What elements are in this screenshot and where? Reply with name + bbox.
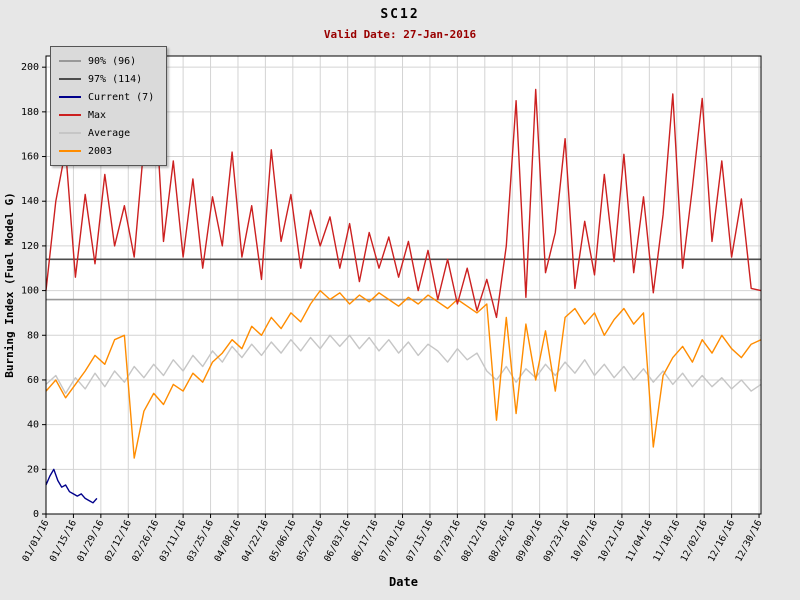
legend-line-swatch [59, 132, 81, 134]
legend-label: 97% (114) [88, 73, 143, 85]
x-tick-label: 07/01/16 [377, 518, 408, 564]
x-tick-label: 04/08/16 [212, 518, 243, 564]
x-tick-label: 01/15/16 [48, 518, 79, 564]
y-tick-label: 20 [27, 464, 39, 475]
x-tick-label: 04/22/16 [240, 518, 271, 564]
legend-label: Max [88, 109, 107, 121]
x-tick-label: 03/25/16 [185, 518, 216, 564]
x-tick-label: 02/26/16 [130, 518, 161, 564]
page-title: SC12 [380, 7, 420, 22]
legend-item-2003: 2003 [59, 142, 154, 160]
x-tick-label: 03/11/16 [158, 518, 189, 564]
legend-line-swatch [59, 60, 81, 62]
y-tick-label: 60 [27, 375, 39, 386]
series-max [45, 70, 762, 319]
y-tick-label: 40 [27, 420, 39, 431]
y-tick-label: 0 [33, 509, 39, 520]
x-tick-label: 09/09/16 [514, 518, 545, 564]
x-tick-label: 07/15/16 [404, 518, 435, 564]
legend-item-average: Average [59, 124, 154, 142]
y-tick-label: 100 [21, 286, 39, 297]
legend-item-max: Max [59, 106, 154, 124]
legend-label: Average [88, 127, 131, 139]
x-tick-label: 12/16/16 [706, 518, 737, 564]
x-tick-label: 12/02/16 [679, 518, 710, 564]
y-axis-label: Burning Index (Fuel Model G) [3, 192, 16, 377]
legend-item-90-96-: 90% (96) [59, 52, 154, 70]
x-tick-label: 11/18/16 [651, 518, 682, 564]
x-tick-label: 05/20/16 [295, 518, 326, 564]
chart-legend: 90% (96) 97% (114) Current (7) Max Average 20… [50, 46, 168, 166]
x-tick-label: 01/29/16 [75, 518, 106, 564]
x-tick-label: 08/12/16 [459, 518, 490, 564]
legend-label: 2003 [88, 145, 113, 157]
x-tick-label: 08/26/16 [487, 518, 518, 564]
legend-label: Current (7) [88, 91, 155, 103]
legend-item-97-114-: 97% (114) [59, 70, 154, 88]
y-tick-label: 120 [21, 241, 39, 252]
x-tick-label: 02/12/16 [103, 518, 134, 564]
x-tick-label: 09/23/16 [542, 518, 573, 564]
y-tick-label: 80 [27, 330, 39, 341]
y-tick-label: 200 [21, 62, 39, 73]
y-tick-label: 180 [21, 107, 39, 118]
x-tick-label: 11/04/16 [624, 518, 655, 564]
legend-line-swatch [59, 114, 81, 116]
x-tick-label: 01/01/16 [20, 518, 51, 564]
legend-label: 90% (96) [88, 55, 137, 67]
x-tick-label: 07/29/16 [432, 518, 463, 564]
series-current-7- [45, 468, 98, 504]
x-tick-label: 12/30/16 [733, 518, 764, 564]
x-tick-label: 10/21/16 [596, 518, 627, 564]
legend-line-swatch [59, 150, 81, 152]
y-tick-label: 160 [21, 152, 39, 163]
y-tick-label: 140 [21, 196, 39, 207]
legend-line-swatch [59, 96, 81, 98]
series-average [45, 334, 762, 395]
x-tick-label: 06/03/16 [322, 518, 353, 564]
legend-item-current-7-: Current (7) [59, 88, 154, 106]
x-tick-label: 06/17/16 [350, 518, 381, 564]
x-tick-label: 05/06/16 [267, 518, 298, 564]
series-2003 [45, 289, 762, 459]
plot-border [45, 55, 762, 515]
legend-line-swatch [59, 78, 81, 80]
valid-date-subtitle: Valid Date: 27-Jan-2016 [323, 28, 477, 41]
x-tick-label: 10/07/16 [569, 518, 600, 564]
x-axis-label: Date [389, 575, 418, 589]
